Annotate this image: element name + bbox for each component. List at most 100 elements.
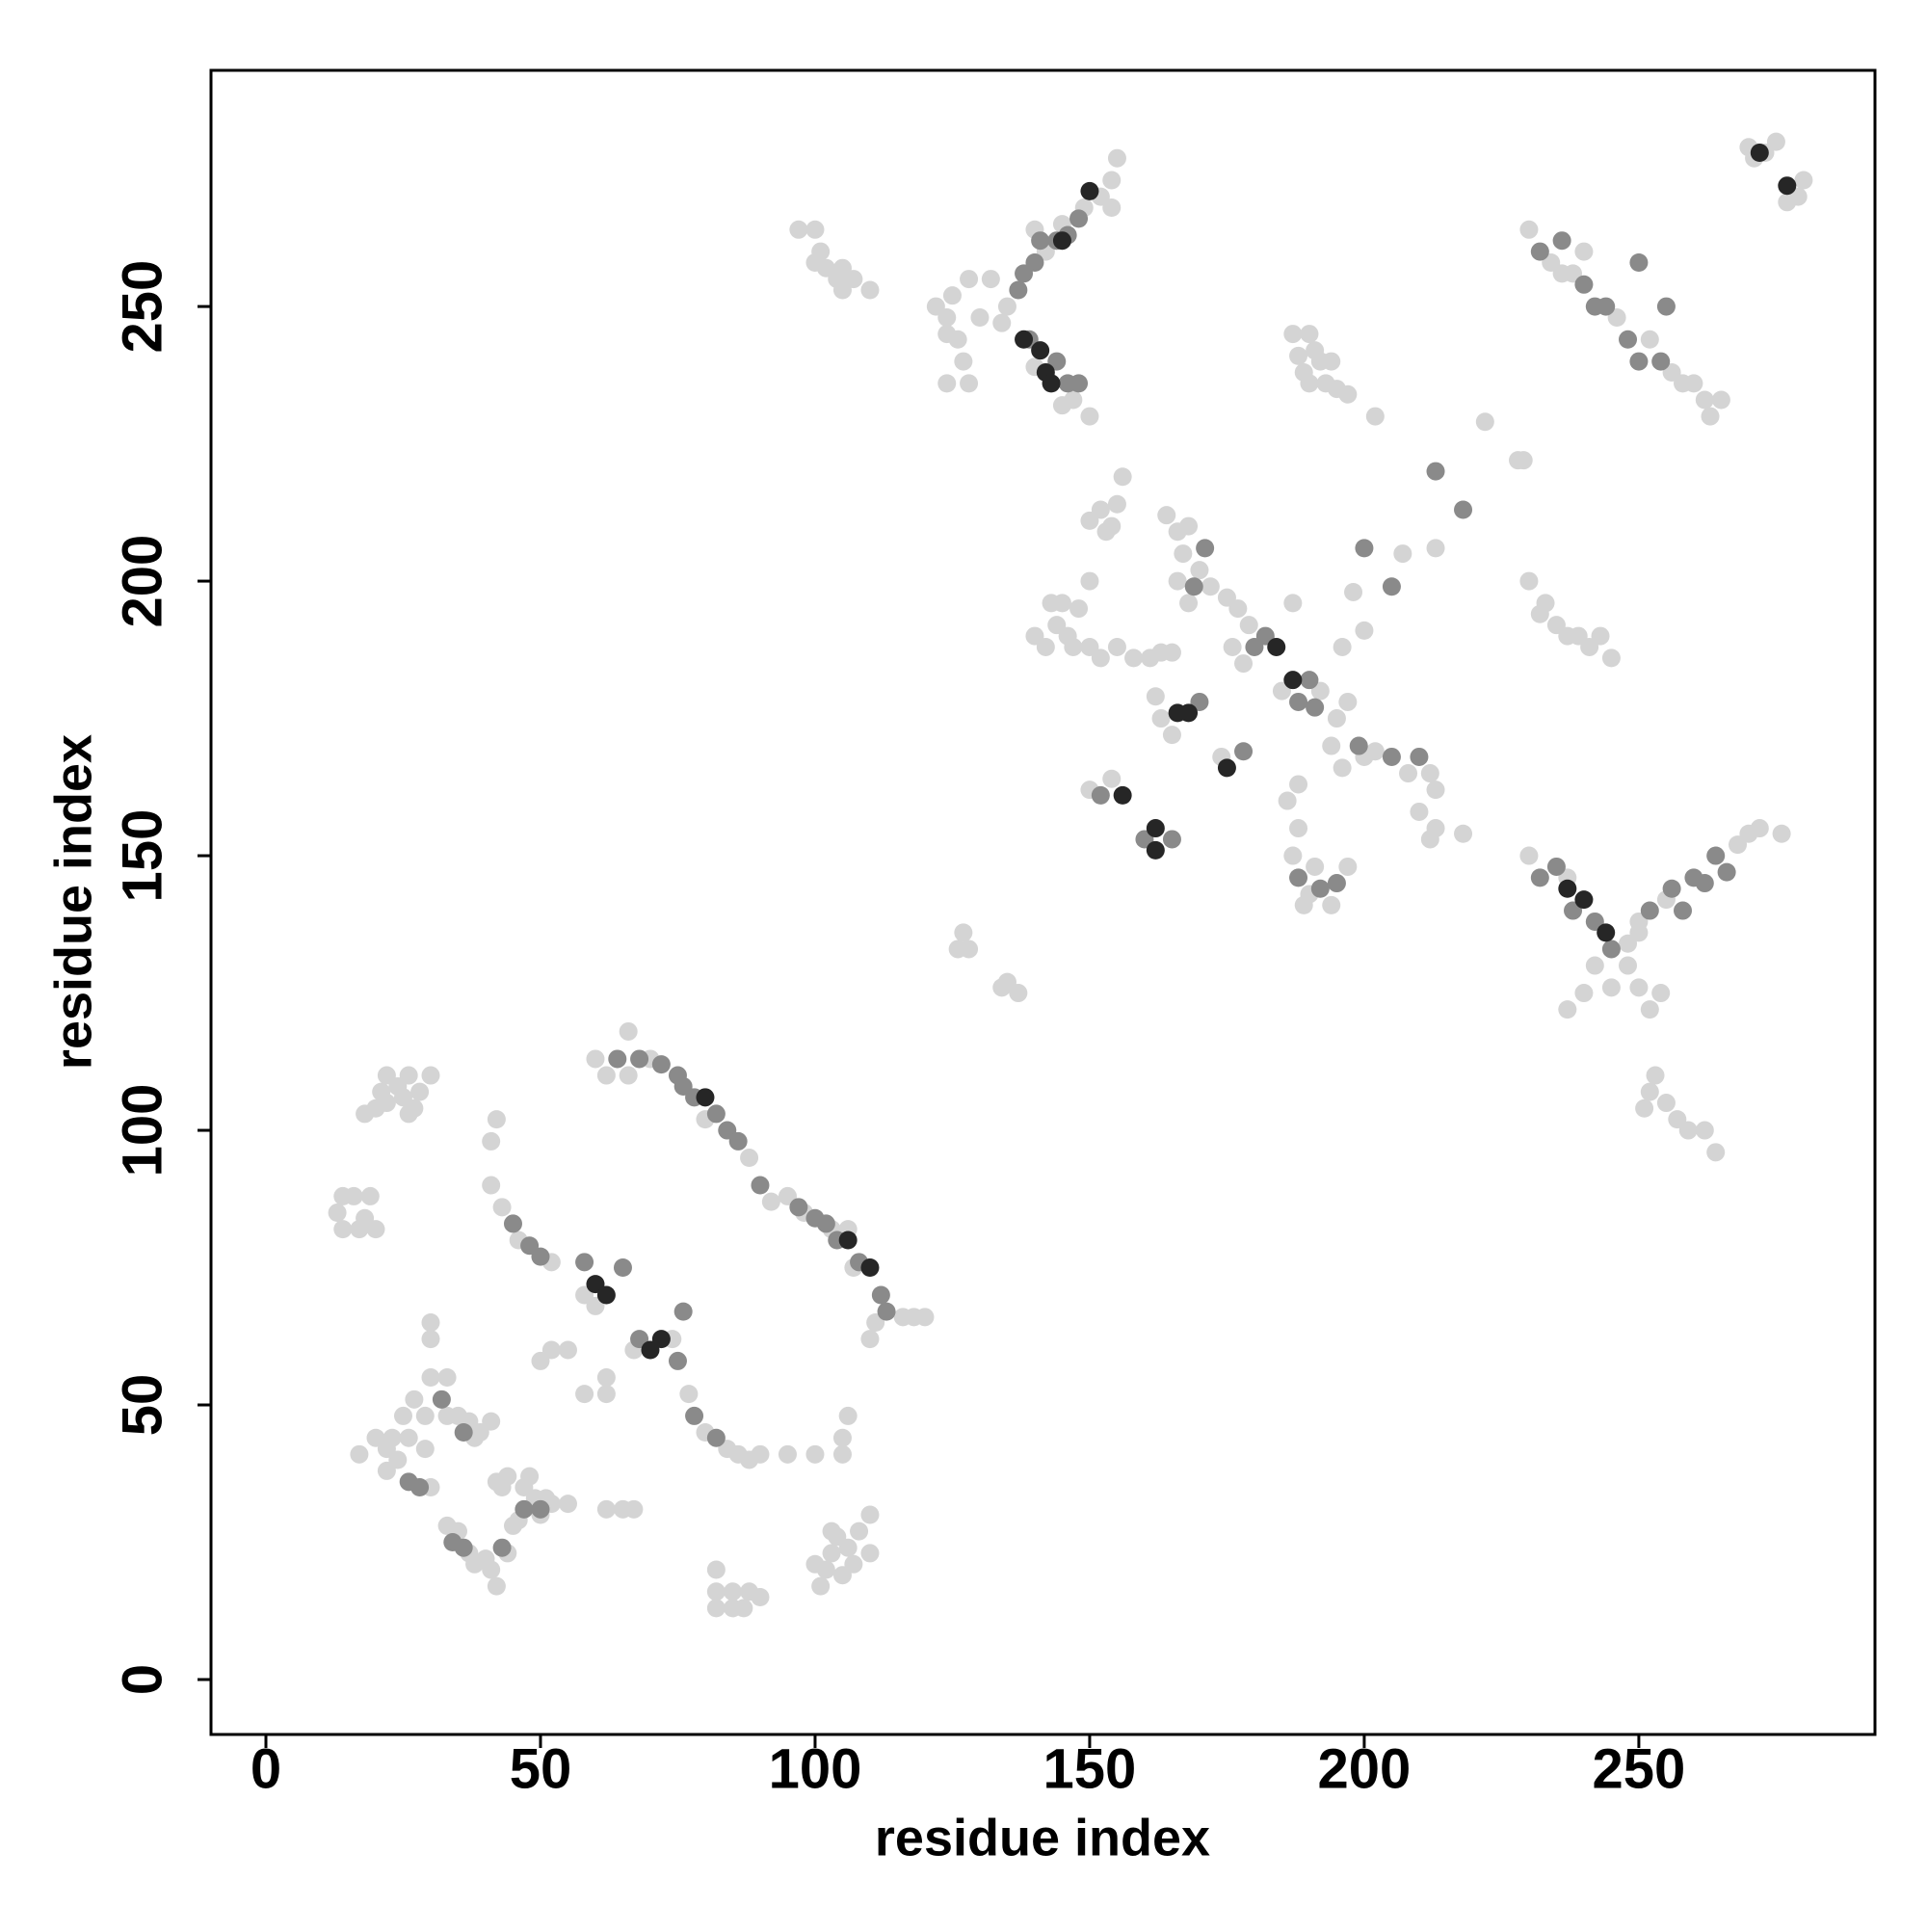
- y-tick-label: 0: [111, 1664, 173, 1695]
- contact-point: [575, 1253, 594, 1272]
- contact-point: [328, 1204, 347, 1223]
- contact-point: [1574, 242, 1594, 261]
- contact-point: [1151, 709, 1171, 728]
- contact-point: [805, 252, 825, 272]
- contact-point: [482, 1412, 501, 1431]
- contact-point: [1678, 1121, 1698, 1140]
- contact-point: [997, 297, 1016, 316]
- contact-point: [1420, 764, 1439, 783]
- contact-point: [937, 374, 957, 393]
- contact-point: [1300, 374, 1319, 393]
- contact-point: [1306, 698, 1325, 717]
- contact-point: [405, 1389, 424, 1409]
- contact-point: [1629, 352, 1649, 371]
- contact-point: [805, 1444, 825, 1464]
- contact-point: [1289, 692, 1308, 711]
- contact-point: [960, 270, 979, 289]
- contact-point: [1530, 604, 1549, 623]
- contact-point: [1695, 390, 1714, 410]
- contact-point: [1629, 252, 1649, 272]
- contact-point: [1283, 325, 1303, 344]
- contact-point: [624, 1499, 644, 1519]
- contact-point: [1514, 451, 1533, 470]
- x-tick-label: 200: [1318, 1737, 1412, 1800]
- contact-point: [1201, 577, 1220, 596]
- contact-point: [520, 1467, 540, 1486]
- contact-point: [492, 1538, 512, 1557]
- contact-point: [1651, 984, 1671, 1003]
- contact-point: [1794, 171, 1813, 190]
- contact-point: [1294, 895, 1313, 914]
- contact-point: [1558, 1000, 1577, 1019]
- y-tick-label: 150: [111, 809, 173, 903]
- contact-point: [1146, 687, 1165, 706]
- contact-point: [1184, 577, 1203, 596]
- contact-point: [1695, 874, 1714, 893]
- contact-point: [596, 1368, 616, 1388]
- contact-point: [1015, 330, 1034, 349]
- contact-point: [844, 1554, 863, 1574]
- contact-point: [596, 1285, 616, 1305]
- contact-point: [531, 1351, 550, 1370]
- contact-point: [619, 1066, 638, 1085]
- contact-point: [838, 1231, 858, 1250]
- contact-point: [558, 1340, 577, 1360]
- contact-point: [421, 1066, 440, 1085]
- contact-point: [816, 1214, 835, 1233]
- contact-point: [558, 1495, 577, 1514]
- contact-point: [1179, 703, 1199, 723]
- contact-point: [1597, 297, 1616, 316]
- contact-point: [1322, 895, 1341, 914]
- contact-point: [651, 1330, 671, 1349]
- contact-point: [1327, 874, 1346, 893]
- contact-point: [1656, 297, 1676, 316]
- contact-point: [1355, 539, 1374, 558]
- contact-point: [942, 286, 962, 305]
- contact-point: [1635, 1098, 1654, 1118]
- contact-point: [421, 1368, 440, 1388]
- contact-point: [1036, 637, 1055, 656]
- contact-point: [706, 1560, 726, 1579]
- contact-point: [1338, 857, 1358, 876]
- contact-point: [1619, 956, 1638, 975]
- contact-point: [487, 1576, 506, 1596]
- contact-point: [1289, 819, 1308, 838]
- contact-point: [1234, 654, 1254, 674]
- contact-point: [915, 1308, 935, 1327]
- contact-point: [1113, 785, 1132, 805]
- contact-point: [415, 1440, 435, 1459]
- contact-point: [1333, 758, 1352, 778]
- contact-point: [1574, 984, 1594, 1003]
- contact-point: [377, 1066, 396, 1085]
- contact-point: [1102, 198, 1122, 217]
- contact-point: [1629, 978, 1649, 997]
- contact-point: [954, 923, 973, 942]
- contact-point: [937, 325, 957, 344]
- contact-point: [1601, 648, 1621, 668]
- contact-point: [844, 270, 863, 289]
- contact-point: [706, 1104, 726, 1124]
- x-tick-label: 100: [769, 1737, 862, 1800]
- contact-point: [1601, 978, 1621, 997]
- contact-point: [393, 1406, 412, 1425]
- contact-point: [421, 1330, 440, 1349]
- contact-point: [421, 1313, 440, 1333]
- x-tick-label: 50: [510, 1737, 572, 1800]
- contact-point: [596, 1499, 616, 1519]
- contact-point: [822, 1544, 841, 1563]
- contact-point: [696, 1088, 715, 1107]
- contact-point: [596, 1066, 616, 1085]
- contact-point: [586, 1049, 605, 1069]
- contact-point: [668, 1351, 687, 1370]
- contact-point: [1750, 143, 1769, 162]
- contact-point: [596, 1385, 616, 1404]
- contact-point: [333, 1186, 353, 1205]
- contact-point: [454, 1423, 473, 1442]
- contact-point: [1102, 769, 1122, 788]
- contact-point: [492, 1198, 512, 1217]
- contact-point: [1766, 132, 1785, 151]
- contact-point: [360, 1186, 380, 1205]
- contact-point: [410, 1082, 430, 1101]
- contact-point: [761, 1192, 780, 1211]
